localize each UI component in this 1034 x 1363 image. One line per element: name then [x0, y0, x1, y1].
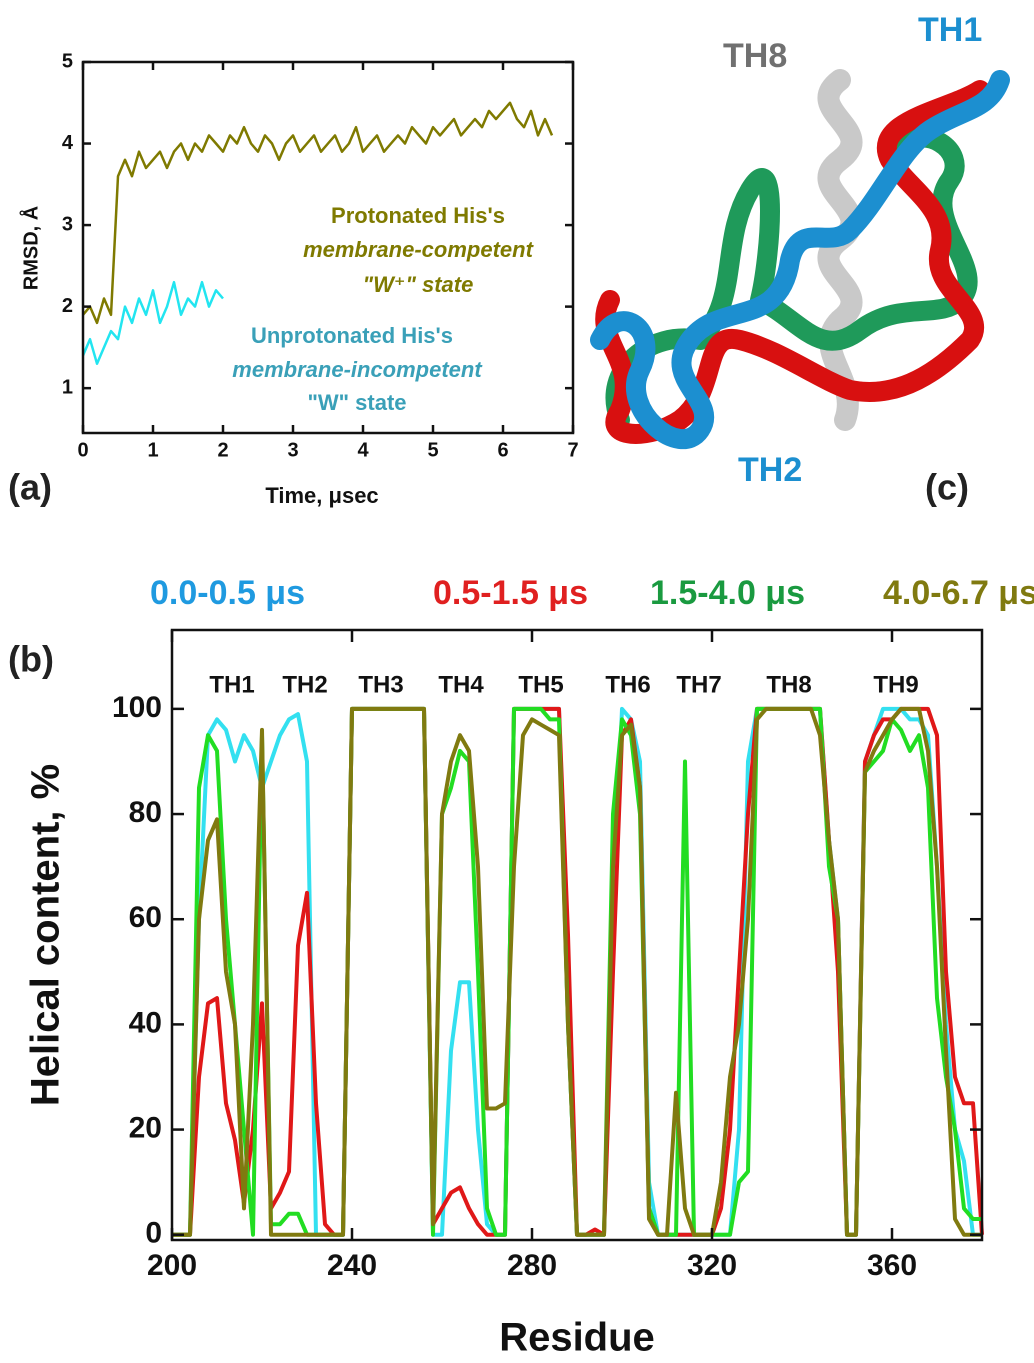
annotation: TH4 — [438, 671, 484, 698]
annotation: TH8 — [766, 671, 811, 698]
annotation: membrane-competent — [303, 237, 535, 262]
y-axis-title: Helical content, % — [24, 764, 68, 1106]
annotation: TH3 — [358, 671, 403, 698]
annotation: membrane-incompetent — [232, 357, 483, 382]
y-tick-label: 0 — [145, 1217, 162, 1250]
x-tick-label: 200 — [147, 1249, 197, 1282]
legend-entry: 0.0-0.5 μs — [150, 574, 305, 612]
protein-structure — [590, 69, 1010, 450]
annotation: TH2 — [282, 671, 327, 698]
annotation: TH5 — [518, 671, 563, 698]
series-line — [82, 101, 554, 325]
panel-label: (b) — [8, 639, 54, 680]
panel-label: (a) — [8, 467, 52, 508]
annotation: "W⁺" state — [363, 272, 474, 297]
annotation: TH9 — [873, 671, 918, 698]
x-tick-label: 320 — [687, 1249, 737, 1282]
x-tick-label: 1 — [147, 439, 158, 461]
annotation: TH7 — [676, 671, 721, 698]
x-tick-label: 4 — [357, 439, 369, 461]
x-axis-title: Residue — [499, 1316, 655, 1360]
y-axis-title: RMSD, Å — [18, 206, 42, 290]
y-tick-label: 40 — [129, 1006, 162, 1039]
x-tick-label: 2 — [217, 439, 228, 461]
annotation: Unprotonated His's — [251, 323, 453, 348]
annotation: TH1 — [209, 671, 254, 698]
x-tick-label: 360 — [867, 1249, 917, 1282]
chart: 200 240 280 320 360 0 20 40 60 80 100 Residue Helica… — [24, 574, 1034, 1360]
y-tick-label: 3 — [62, 213, 73, 235]
y-tick-label: 4 — [62, 132, 74, 154]
legend-entry: 1.5-4.0 μs — [650, 574, 805, 612]
structure-label: TH2 — [738, 451, 802, 489]
y-tick-label: 1 — [62, 376, 73, 398]
x-tick-label: 3 — [287, 439, 298, 461]
y-tick-label: 80 — [129, 796, 162, 829]
x-tick-label: 5 — [427, 439, 438, 461]
series-line — [81, 280, 224, 365]
structure-label: TH8 — [723, 37, 787, 75]
annotation: Protonated His's — [331, 203, 505, 228]
x-tick-label: 0 — [77, 439, 88, 461]
series-line — [172, 706, 982, 1237]
plot-frame — [170, 628, 984, 1242]
x-tick-label: 6 — [497, 439, 508, 461]
y-tick-label: 60 — [129, 901, 162, 934]
x-tick-label: 7 — [567, 439, 578, 461]
annotation: "W" state — [307, 390, 406, 415]
y-tick-label: 5 — [62, 50, 73, 72]
y-tick-label: 20 — [129, 1111, 162, 1144]
legend-entry: 4.0-6.7 μs — [883, 574, 1034, 612]
x-axis-title: Time, μsec — [265, 483, 378, 508]
plot-frame — [81, 60, 575, 435]
th8-helix — [817, 69, 863, 431]
legend-entry: 0.5-1.5 μs — [433, 574, 588, 612]
chart: 0 1 2 3 4 5 6 7 1 2 3 4 5 Time, μsec RMSD, Å Protonated… — [18, 50, 578, 508]
ribbon-blue — [590, 70, 1010, 450]
structure-label: TH1 — [918, 11, 982, 49]
ribbon-red — [595, 80, 990, 444]
annotation: TH6 — [605, 671, 650, 698]
x-tick-label: 280 — [507, 1249, 557, 1282]
panel-label: (c) — [925, 467, 969, 508]
y-tick-label: 2 — [62, 295, 73, 317]
x-tick-label: 240 — [327, 1249, 377, 1282]
y-tick-label: 100 — [112, 691, 162, 724]
